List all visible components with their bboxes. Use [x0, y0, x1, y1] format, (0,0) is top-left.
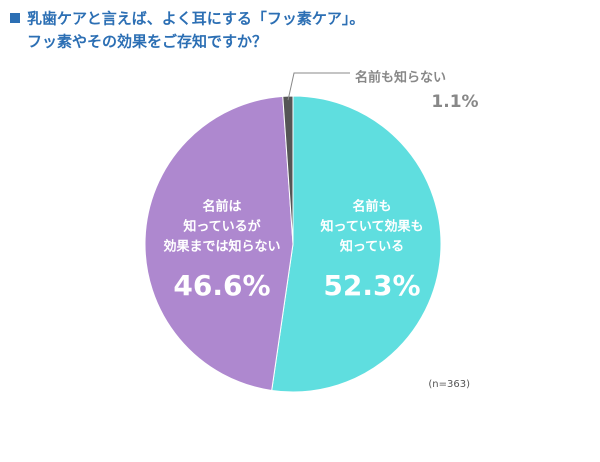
slice-label: 名前も知らない [355, 70, 446, 86]
value-label: 46.6% [173, 269, 270, 302]
slice-label: 知っている [340, 239, 404, 255]
pie-slice [271, 95, 442, 393]
slice-label: 名前も [352, 199, 391, 215]
chart-title: フッ素やその効果をご存知ですか？ [27, 33, 267, 51]
value-label: 1.1% [431, 92, 478, 112]
pie-slice [144, 95, 294, 392]
chart-title: 乳歯ケアと言えば、よく耳にする「フッ素ケア」。 [27, 10, 364, 28]
slice-label: 知っているが [183, 219, 260, 235]
value-label: 52.3% [323, 269, 420, 302]
title-bullet [10, 13, 20, 23]
slice-label: 効果までは知らない [163, 239, 280, 255]
slice-label: 名前は [202, 199, 241, 215]
pie-slice [282, 95, 294, 245]
sample-note: (n=363) [428, 379, 470, 390]
slice-label: 知っていて効果も [321, 219, 424, 235]
leader-line [287, 72, 350, 101]
